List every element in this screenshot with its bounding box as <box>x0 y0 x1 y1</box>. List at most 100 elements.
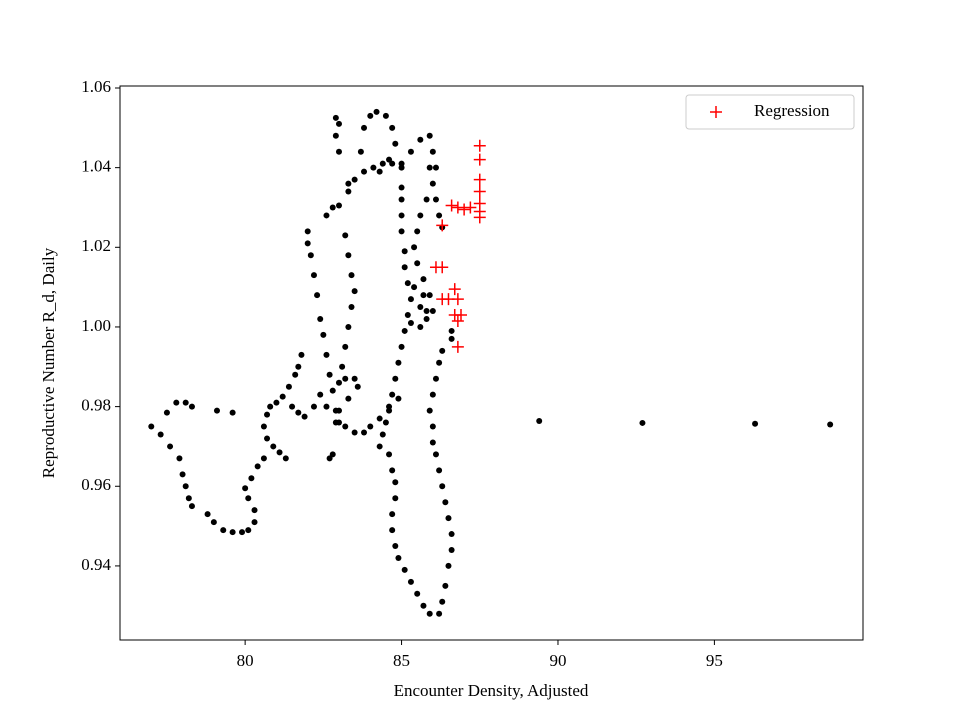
dot-marker <box>351 176 358 183</box>
dot-marker <box>314 292 321 299</box>
dot-marker <box>382 112 389 119</box>
dot-marker <box>310 272 317 279</box>
dot-marker <box>345 323 352 330</box>
dot-marker <box>389 527 396 534</box>
y-tick-label: 0.94 <box>81 555 111 574</box>
y-tick-label: 0.98 <box>81 396 111 415</box>
x-tick-label: 85 <box>393 651 410 670</box>
dot-marker <box>411 284 418 291</box>
dot-marker <box>436 467 443 474</box>
dot-marker <box>426 610 433 617</box>
dot-marker <box>245 495 252 502</box>
plus-marker <box>445 199 458 212</box>
dot-marker <box>167 443 174 450</box>
plus-marker <box>473 139 486 152</box>
dot-marker <box>407 148 414 155</box>
dot-marker <box>229 409 236 416</box>
plus-marker <box>458 203 471 216</box>
plus-marker <box>451 314 464 327</box>
dot-marker <box>157 431 164 438</box>
dot-marker <box>417 212 424 219</box>
dot-marker <box>411 244 418 251</box>
dot-marker <box>285 383 292 390</box>
dot-marker <box>417 136 424 143</box>
dot-marker <box>426 407 433 414</box>
dot-marker <box>267 403 274 410</box>
dot-marker <box>335 202 342 209</box>
dot-marker <box>317 391 324 398</box>
dot-marker <box>276 449 283 456</box>
dot-marker <box>398 228 405 235</box>
dot-marker <box>379 431 386 438</box>
dot-marker <box>182 483 189 490</box>
dot-marker <box>248 475 255 482</box>
dot-marker <box>339 363 346 370</box>
dot-marker <box>345 180 352 187</box>
dot-marker <box>335 148 342 155</box>
plus-marker <box>436 261 449 274</box>
dot-marker <box>260 455 267 462</box>
y-tick-label: 1.02 <box>81 236 111 255</box>
dot-marker <box>536 417 543 424</box>
dot-marker <box>389 391 396 398</box>
dot-marker <box>429 148 436 155</box>
dot-marker <box>407 578 414 585</box>
plus-marker <box>436 219 449 232</box>
dot-marker <box>752 420 759 427</box>
dot-marker <box>448 327 455 334</box>
dot-marker <box>148 423 155 430</box>
dot-marker <box>395 554 402 561</box>
dot-marker <box>376 443 383 450</box>
dot-marker <box>351 375 358 382</box>
dot-marker <box>323 403 330 410</box>
dot-marker <box>407 296 414 303</box>
dot-marker <box>260 423 267 430</box>
dot-marker <box>417 304 424 311</box>
dot-marker <box>376 168 383 175</box>
dot-marker <box>320 331 327 338</box>
dot-marker <box>436 610 443 617</box>
dot-marker <box>329 204 336 211</box>
dot-marker <box>245 527 252 534</box>
dot-marker <box>229 529 236 536</box>
dot-marker <box>295 409 302 416</box>
dot-marker <box>282 455 289 462</box>
dot-marker <box>401 264 408 271</box>
dot-marker <box>342 375 349 382</box>
dot-marker <box>389 511 396 518</box>
dot-marker <box>389 124 396 131</box>
x-axis-label: Encounter Density, Adjusted <box>394 681 589 700</box>
dot-marker <box>386 451 393 458</box>
dot-marker <box>342 232 349 239</box>
dot-marker <box>251 519 258 526</box>
dot-marker <box>376 415 383 422</box>
dot-marker <box>448 546 455 553</box>
dot-marker <box>301 413 308 420</box>
plus-marker <box>448 309 461 322</box>
dot-marker <box>379 160 386 167</box>
dot-marker <box>367 112 374 119</box>
dot-marker <box>173 399 180 406</box>
dot-marker <box>420 602 427 609</box>
dot-marker <box>251 507 258 514</box>
dot-marker <box>332 132 339 139</box>
plus-marker <box>473 173 486 186</box>
dot-marker <box>279 393 286 400</box>
dot-marker <box>345 188 352 195</box>
dot-marker <box>392 479 399 486</box>
x-tick-label: 90 <box>549 651 566 670</box>
dot-marker <box>401 248 408 255</box>
dot-marker <box>307 252 314 259</box>
dot-marker <box>351 429 358 436</box>
dot-marker <box>323 351 330 358</box>
dot-marker <box>264 411 271 418</box>
dot-marker <box>639 419 646 426</box>
dot-marker <box>423 196 430 203</box>
dot-marker <box>398 212 405 219</box>
dot-marker <box>239 529 246 536</box>
dot-marker <box>373 108 380 115</box>
dot-marker <box>326 371 333 378</box>
legend-marker <box>710 106 722 118</box>
dot-marker <box>395 395 402 402</box>
